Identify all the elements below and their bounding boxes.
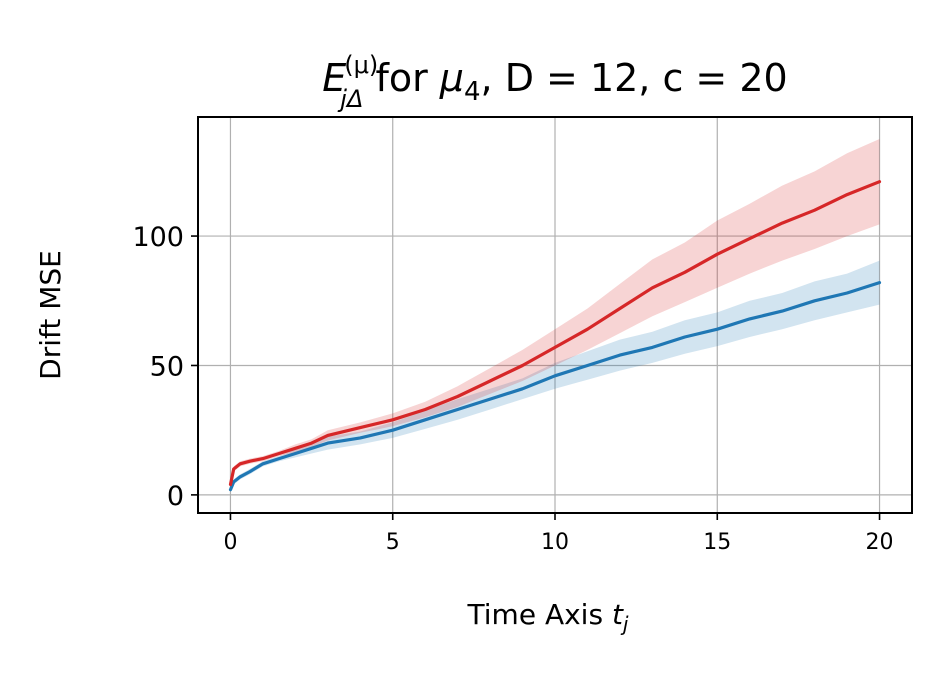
y-tick-label-1: 50 <box>150 351 184 382</box>
series-1-band <box>230 139 880 488</box>
x-tick-label-3: 15 <box>703 530 731 555</box>
x-tick-label-0: 0 <box>223 530 237 555</box>
x-tick-label-2: 10 <box>541 530 569 555</box>
y-axis-label: Drift MSE <box>34 250 67 380</box>
y-tick-label-0: 0 <box>167 481 184 512</box>
y-tick-label-2: 100 <box>132 222 184 253</box>
series-1-line <box>228 180 882 487</box>
x-tick-label-1: 5 <box>386 530 400 555</box>
x-tick-label-4: 20 <box>866 530 894 555</box>
axis-ticks: 0 5 10 15 20 0 50 100 <box>132 222 893 555</box>
series-0-line <box>228 281 882 492</box>
x-axis-label: Time Axis tj <box>467 598 629 636</box>
series-lines <box>228 180 882 492</box>
chart-title: E(μ) jΔ for μ4, D = 12, c = 20 <box>322 51 787 113</box>
